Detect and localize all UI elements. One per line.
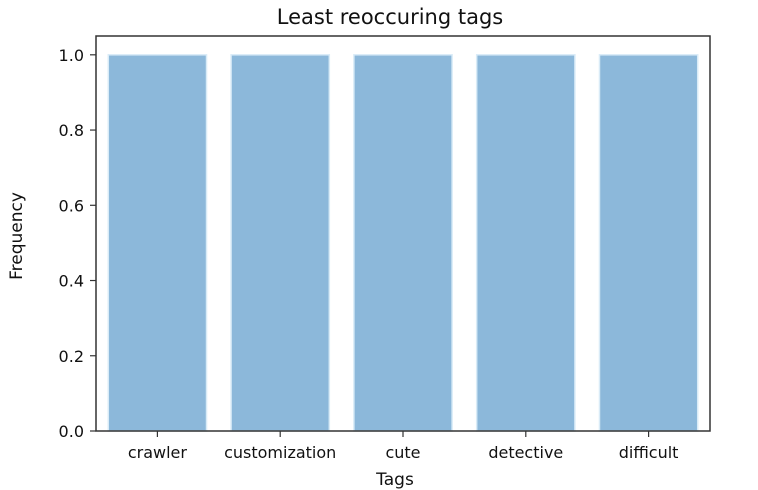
y-tick-label-5: 1.0 (59, 46, 84, 65)
y-tick-label-1: 0.2 (59, 347, 84, 366)
y-tick-label-4: 0.8 (59, 121, 84, 140)
x-tick-label-detective: detective (488, 443, 563, 462)
x-tick-label-difficult: difficult (619, 443, 679, 462)
bar-difficult (598, 54, 699, 432)
x-axis: crawler customization cute detective difficu… (128, 431, 679, 462)
y-axis-label: Frequency (7, 192, 27, 280)
y-tick-label-2: 0.4 (59, 272, 84, 291)
bar-cute (353, 54, 453, 432)
bars-layer (107, 54, 699, 432)
bar-crawler (107, 54, 208, 432)
x-tick-label-cute: cute (385, 443, 420, 462)
y-axis: 0.0 0.2 0.4 0.6 0.8 1.0 (59, 46, 96, 441)
bar-detective (475, 54, 576, 432)
y-tick-label-3: 0.6 (59, 196, 84, 215)
y-tick-label-0: 0.0 (59, 422, 84, 441)
chart-title: Least reoccuring tags (277, 5, 503, 29)
bar-customization (230, 54, 331, 432)
x-axis-label: Tags (375, 470, 414, 490)
x-tick-label-crawler: crawler (128, 443, 188, 462)
x-tick-label-customization: customization (224, 443, 336, 462)
